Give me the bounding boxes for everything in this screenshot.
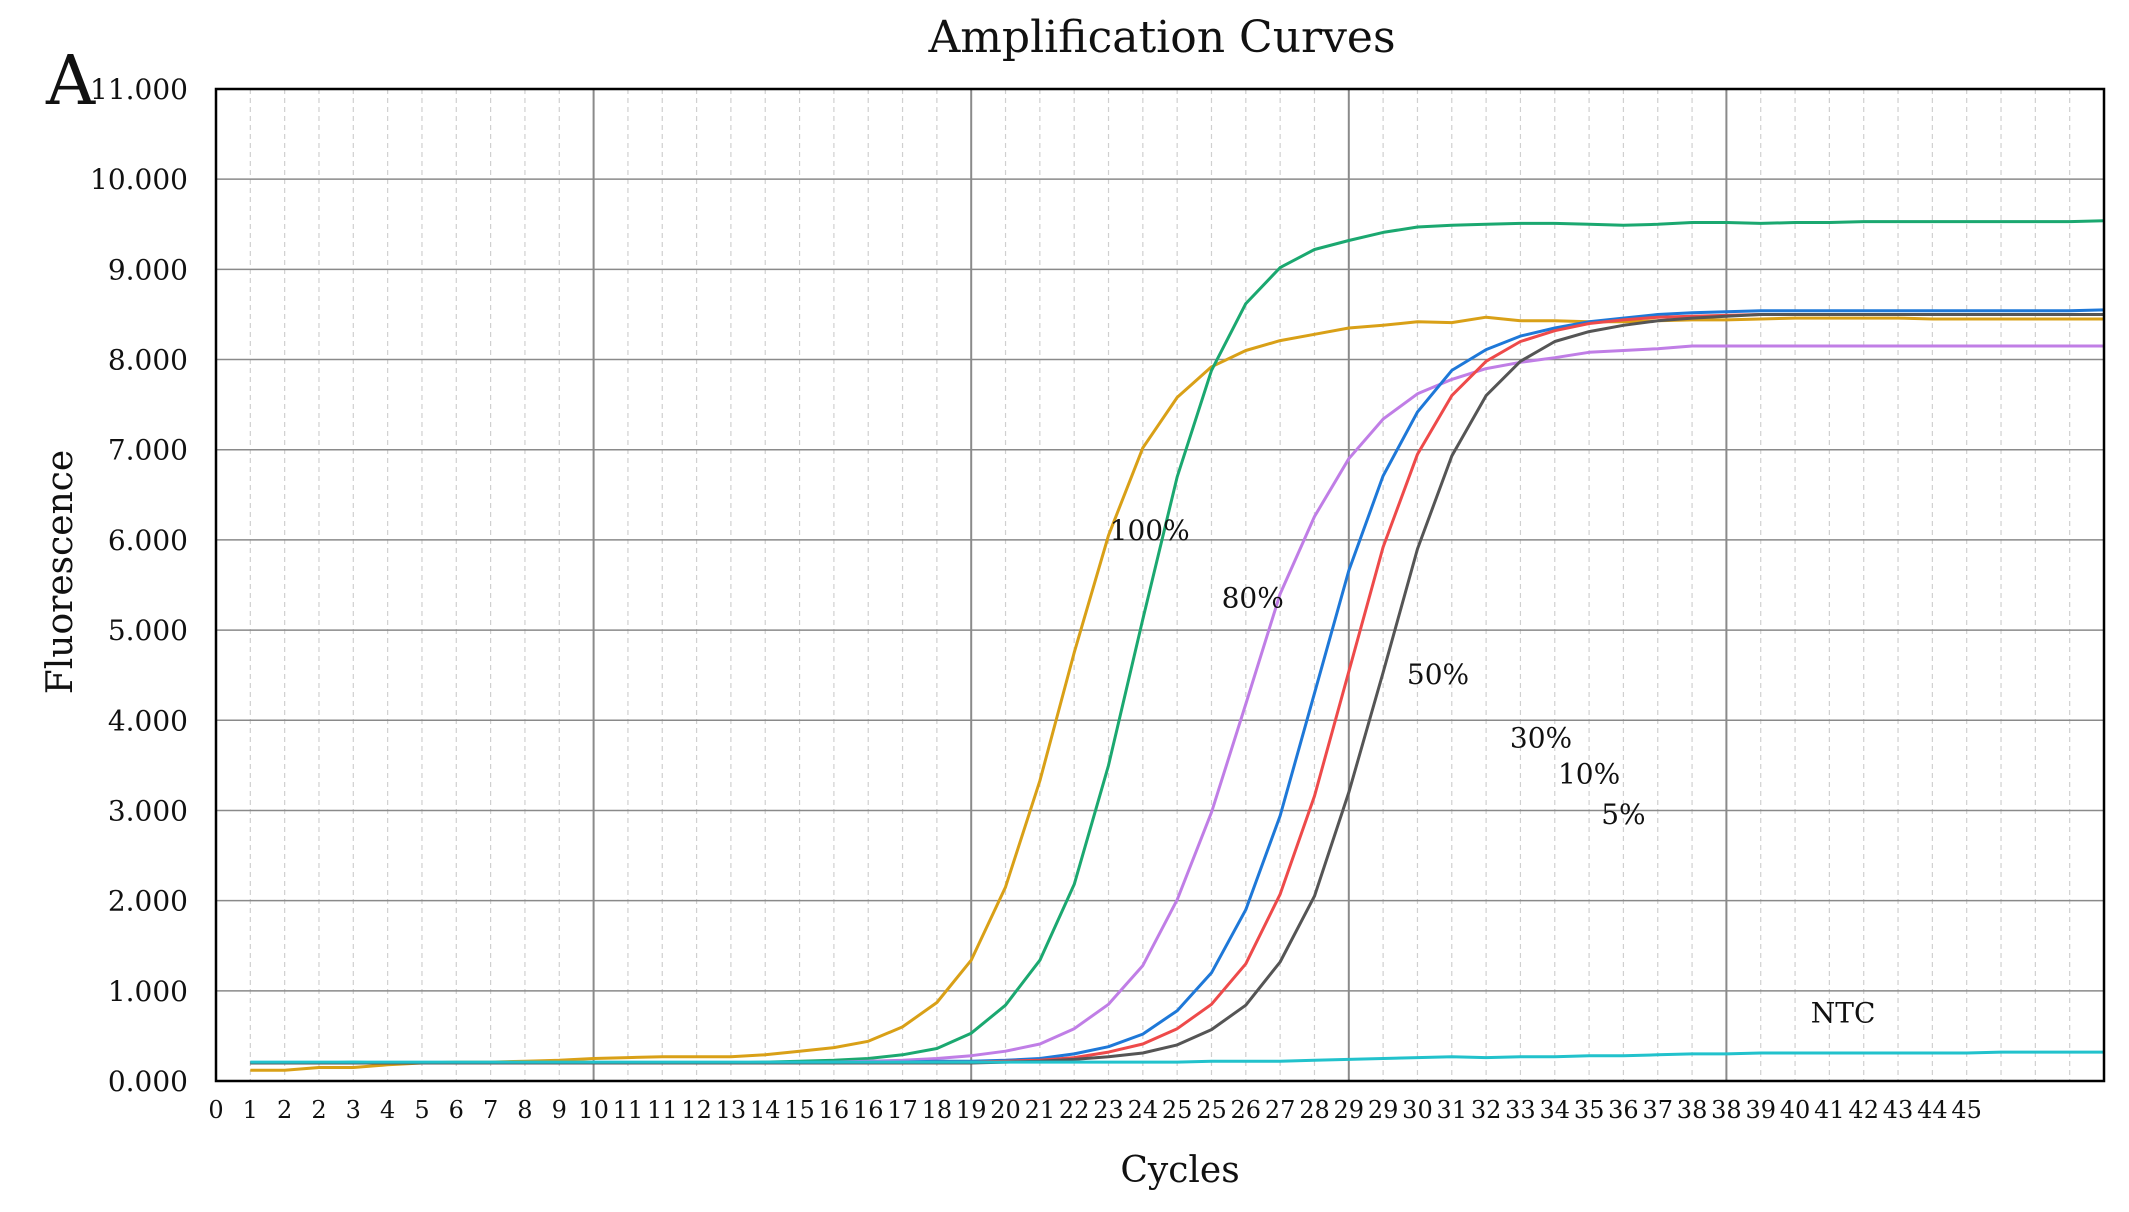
y-axis-label: Fluorescence [40, 450, 81, 694]
x-tick-label: 25 [1196, 1096, 1227, 1124]
x-tick-label: 33 [1505, 1096, 1536, 1124]
x-tick-label: 20 [990, 1096, 1021, 1124]
x-tick-labels: 0 1 2 2 3 4 5 6 7 8 9 10 11 11 12 13 14 15 16 16 17 18 19 20 21 2… [208, 1096, 1982, 1124]
grid [216, 89, 2104, 1081]
series-labels: 100% 80% 50% 30%10% 5% NTC [1110, 514, 1876, 1029]
y-tick-label: 4.000 [108, 704, 188, 737]
x-tick-label: 4 [380, 1096, 395, 1124]
x-axis-label: Cycles [1120, 1150, 1239, 1191]
x-tick-label: 25 [1162, 1096, 1193, 1124]
x-tick-label: 30 [1402, 1096, 1433, 1124]
x-tick-label: 26 [1231, 1096, 1262, 1124]
x-tick-label: 17 [887, 1096, 918, 1124]
y-tick-label: 5.000 [108, 614, 188, 647]
x-tick-label: 42 [1848, 1096, 1879, 1124]
x-tick-label: 7 [483, 1096, 498, 1124]
y-tick-label: 0.000 [108, 1065, 188, 1098]
x-tick-label: 2 [277, 1096, 292, 1124]
y-tick-label: 6.000 [108, 524, 188, 557]
x-tick-label: 40 [1780, 1096, 1811, 1124]
x-tick-label: 11 [613, 1096, 644, 1124]
y-tick-label: 1.000 [108, 975, 188, 1008]
x-tick-label: 24 [1128, 1096, 1159, 1124]
x-tick-label: 32 [1471, 1096, 1502, 1124]
x-tick-label: 2 [311, 1096, 326, 1124]
x-tick-label: 37 [1642, 1096, 1673, 1124]
x-tick-label: 27 [1265, 1096, 1296, 1124]
series-label-5pct: 5% [1601, 798, 1645, 831]
x-tick-label: 29 [1334, 1096, 1365, 1124]
x-tick-label: 21 [1025, 1096, 1056, 1124]
x-tick-label: 6 [449, 1096, 464, 1124]
x-tick-label: 39 [1745, 1096, 1776, 1124]
x-tick-label: 36 [1608, 1096, 1639, 1124]
x-tick-label: 15 [784, 1096, 815, 1124]
x-tick-label: 23 [1093, 1096, 1124, 1124]
x-tick-label: 19 [956, 1096, 987, 1124]
x-tick-label: 31 [1437, 1096, 1468, 1124]
x-tick-label: 29 [1368, 1096, 1399, 1124]
y-tick-label: 2.000 [108, 885, 188, 918]
series-label-10pct: 10% [1558, 757, 1620, 790]
x-tick-label: 38 [1677, 1096, 1708, 1124]
x-tick-label: 44 [1917, 1096, 1948, 1124]
y-tick-label: 10.000 [90, 163, 188, 196]
x-tick-label: 1 [243, 1096, 258, 1124]
y-tick-label: 3.000 [108, 794, 188, 827]
x-tick-label: 18 [922, 1096, 953, 1124]
x-tick-label: 10 [578, 1096, 609, 1124]
series-group [250, 219, 2105, 1072]
x-tick-label: 38 [1711, 1096, 1742, 1124]
x-tick-label: 14 [750, 1096, 781, 1124]
x-tick-label: 28 [1299, 1096, 1330, 1124]
x-tick-label: 43 [1883, 1096, 1914, 1124]
x-tick-label: 12 [681, 1096, 712, 1124]
x-tick-label: 16 [819, 1096, 850, 1124]
series-label-50pct: 50% [1407, 658, 1469, 691]
x-tick-label: 16 [853, 1096, 884, 1124]
x-tick-label: 11 [647, 1096, 678, 1124]
series-label-100pct: 100% [1110, 514, 1190, 547]
series-line-ntc [250, 1050, 2104, 1064]
series-label-ntc: NTC [1811, 996, 1876, 1029]
x-tick-label: 34 [1539, 1096, 1570, 1124]
x-tick-label: 45 [1951, 1096, 1982, 1124]
x-tick-label: 22 [1059, 1096, 1090, 1124]
y-tick-labels: 0.000 1.000 2.000 3.000 4.000 5.000 6.000 7.000… [90, 73, 188, 1098]
plot-frame [214, 87, 2106, 1083]
chart-title: Amplification Curves [927, 12, 1395, 63]
panel-label: A [45, 42, 96, 121]
x-tick-label: 13 [716, 1096, 747, 1124]
y-tick-label: 7.000 [108, 434, 188, 467]
x-tick-label: 41 [1814, 1096, 1845, 1124]
y-tick-label: 9.000 [108, 253, 188, 286]
y-tick-label: 8.000 [108, 344, 188, 377]
y-tick-label: 11.000 [90, 73, 188, 106]
series-label-30pct: 30% [1510, 721, 1572, 754]
x-tick-label: 35 [1574, 1096, 1605, 1124]
x-tick-label: 0 [208, 1096, 223, 1124]
series-line-100pct [250, 315, 2104, 1072]
x-tick-label: 5 [414, 1096, 429, 1124]
x-tick-label: 3 [346, 1096, 361, 1124]
series-label-80pct: 80% [1222, 582, 1284, 615]
x-tick-label: 9 [552, 1096, 567, 1124]
x-tick-label: 8 [517, 1096, 532, 1124]
